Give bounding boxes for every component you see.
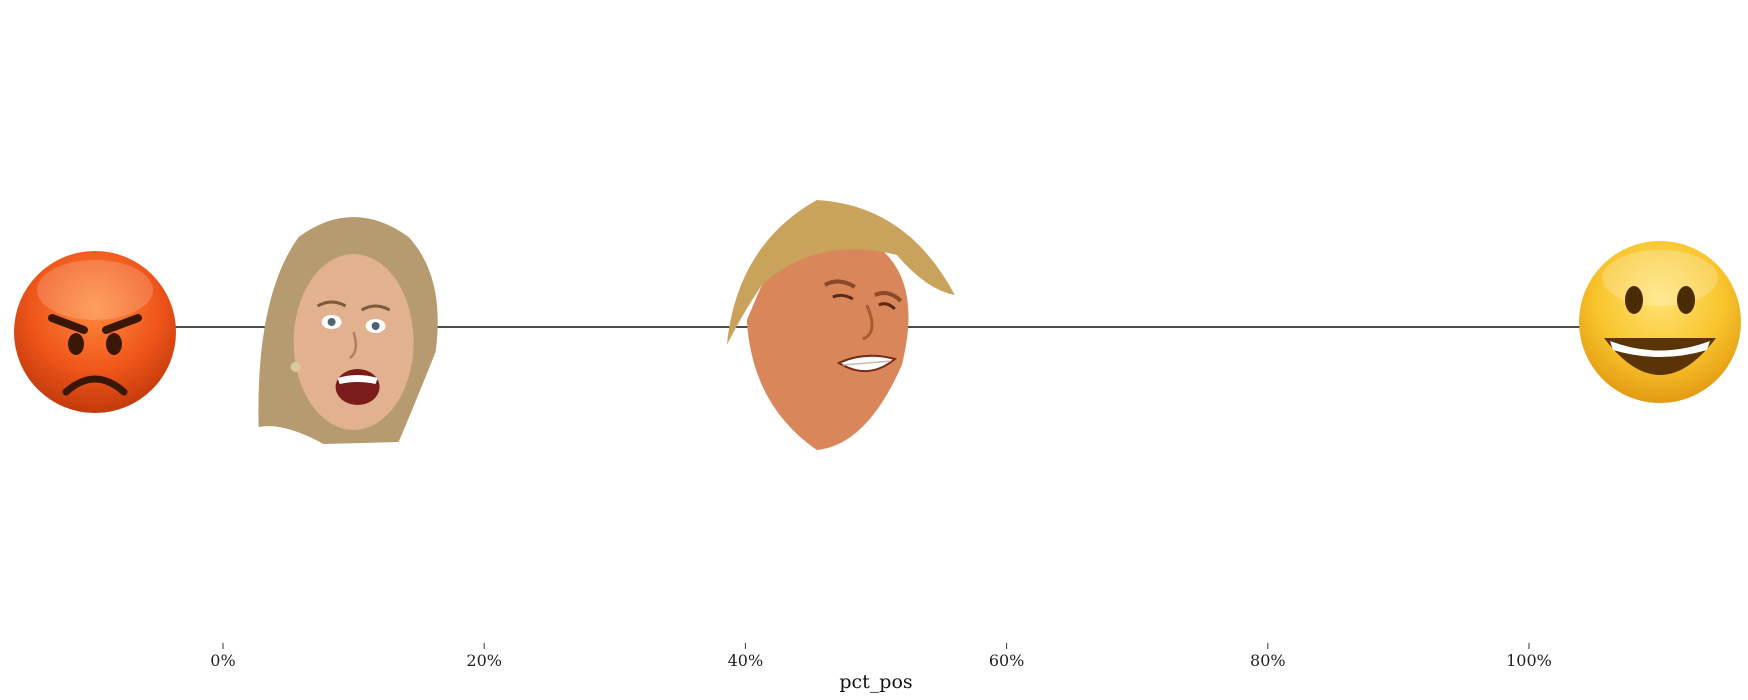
woman-face-marker <box>258 217 437 444</box>
x-tick-label: 60% <box>989 651 1025 670</box>
x-tick-label: 40% <box>728 651 764 670</box>
x-tick-label: 0% <box>210 651 235 670</box>
man-face-marker <box>727 200 955 450</box>
x-tick-label: 80% <box>1250 651 1286 670</box>
faces-layer <box>258 200 954 450</box>
x-tick-label: 100% <box>1506 651 1552 670</box>
grinning-face-icon <box>1579 241 1741 403</box>
angry-face-icon <box>14 251 176 413</box>
x-axis-label: pct_pos <box>839 671 912 693</box>
x-axis: 0% 20% 40% 60% 80% 100% <box>210 643 1552 670</box>
x-tick-label: 20% <box>466 651 502 670</box>
